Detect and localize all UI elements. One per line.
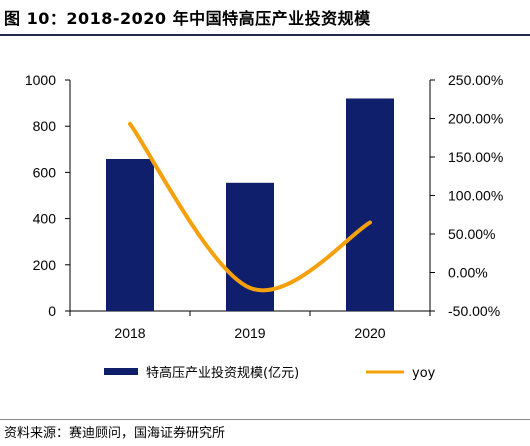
left-tick-label: 0 (48, 303, 56, 319)
x-tick-label: 2020 (354, 325, 385, 341)
right-tick-label: 0.00% (448, 265, 488, 281)
line-series (128, 121, 372, 293)
right-tick-label: 150.00% (448, 149, 503, 165)
yoy-line (128, 121, 372, 293)
left-tick-label: 800 (33, 118, 57, 134)
bar-series (106, 98, 394, 311)
x-tick-label: 2018 (114, 325, 145, 341)
legend-label-bar: 特高压产业投资规模(亿元) (146, 365, 299, 381)
right-tick-label: 250.00% (448, 72, 503, 88)
left-tick-label: 600 (33, 164, 57, 180)
right-tick-label: 200.00% (448, 111, 503, 127)
right-tick-label: -50.00% (448, 303, 500, 319)
title-divider (0, 34, 530, 36)
source-divider (0, 419, 530, 420)
legend: 特高压产业投资规模(亿元) yoy (104, 365, 436, 381)
source-note: 资料来源：赛迪顾问，国海证券研究所 (4, 426, 226, 441)
right-tick-label: 50.00% (448, 226, 495, 242)
left-tick-label: 1000 (25, 72, 56, 88)
legend-label-line: yoy (412, 366, 436, 381)
legend-swatch-bar (104, 368, 138, 375)
figure-title: 图 10：2018-2020 年中国特高压产业投资规模 (4, 9, 371, 28)
bar (106, 159, 154, 311)
x-tick-label: 2019 (234, 325, 265, 341)
tick-labels: 0 200 400 600 800 1000 -50.00% 0.00% 50.00% 100.0… (25, 72, 503, 341)
left-tick-label: 400 (33, 211, 57, 227)
bar (346, 98, 394, 311)
left-tick-label: 200 (33, 257, 57, 273)
right-tick-label: 100.00% (448, 188, 503, 204)
